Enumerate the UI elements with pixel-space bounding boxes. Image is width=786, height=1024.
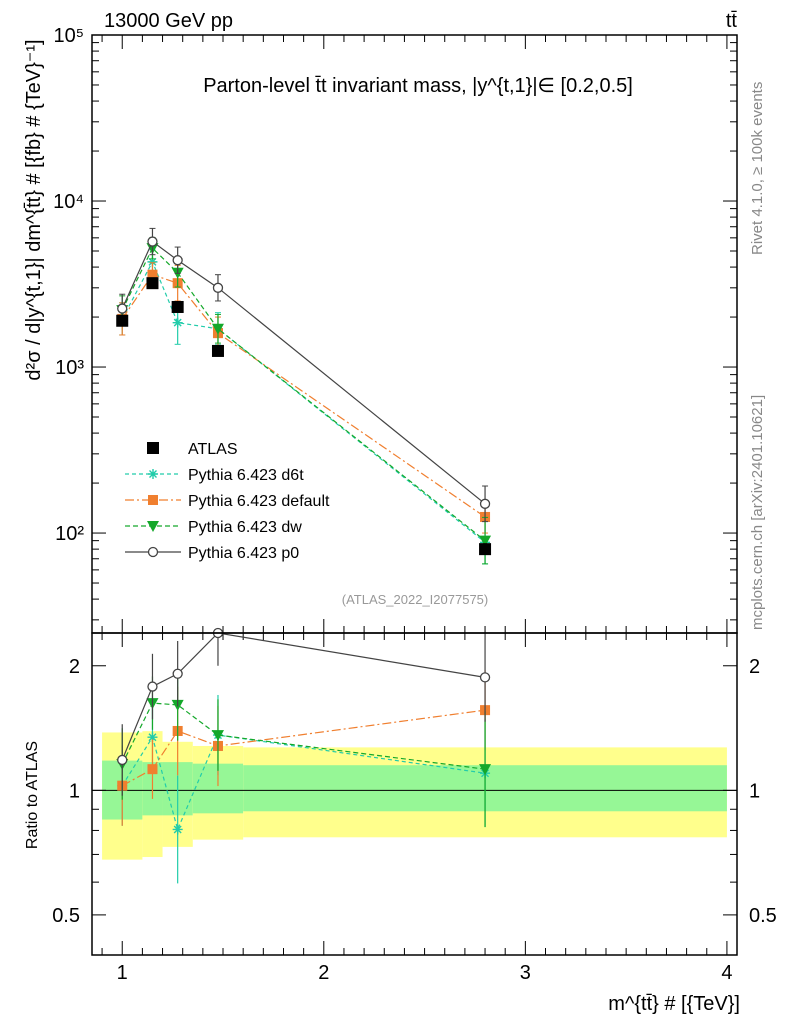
- data-point: [479, 535, 492, 547]
- ratio-tick-label-right: 2: [749, 656, 760, 678]
- y-tick-label: 10⁴: [53, 191, 84, 213]
- reference-series: [116, 277, 492, 556]
- legend-marker: [147, 521, 159, 532]
- x-tick-label: 4: [721, 962, 732, 984]
- legend-item-1: Pythia 6.423 d6t: [125, 467, 304, 484]
- ratio-plot-frame: [91, 632, 738, 956]
- rivet-label: Rivet 4.1.0, ≥ 100k events: [749, 82, 766, 255]
- ratio-point: [117, 754, 128, 766]
- x-tick-label: 3: [520, 962, 531, 984]
- ratio-point: [172, 668, 183, 679]
- legend-item-2: Pythia 6.423 default: [125, 493, 330, 510]
- legend-marker: [147, 546, 159, 558]
- y-tick-label: 10²: [55, 523, 84, 545]
- legend-label: Pythia 6.423 d6t: [188, 467, 304, 484]
- y-tick-label: 10³: [55, 357, 84, 379]
- ratio-point: [479, 672, 491, 683]
- reference-point: [171, 300, 184, 313]
- legend: ATLAS Pythia 6.423 d6t Pythia 6.423 defaul…: [125, 441, 330, 562]
- main-plot-frame: [91, 34, 738, 634]
- ratio-tick-label-right: 1: [749, 780, 760, 802]
- data-point: [147, 269, 158, 280]
- reference-point: [211, 344, 224, 357]
- legend-label: ATLAS: [188, 441, 238, 458]
- ratio-point: [172, 824, 183, 835]
- data-point: [212, 282, 224, 293]
- data-point: [147, 256, 158, 267]
- data-point: [172, 255, 183, 266]
- series-line-ratio: [121, 632, 486, 761]
- data-point: [147, 236, 158, 247]
- mcplots-label: mcplots.cern.ch [arXiv:2401.10621]: [749, 395, 766, 630]
- legend-marker: [147, 442, 159, 454]
- y-axis-title: d²σ / d|y^{t,1}| dm^{t̄t} # [{fb} # {TeV…: [23, 39, 45, 380]
- ratio-tick-label-right: 0.5: [749, 905, 777, 927]
- series-line-ratio: [121, 702, 486, 770]
- ratio-point: [147, 732, 158, 743]
- reference-point: [479, 543, 492, 556]
- ratio-tick-label: 0.5: [52, 905, 80, 927]
- ratio-point: [211, 730, 224, 742]
- legend-item-0: ATLAS: [147, 441, 238, 458]
- data-point: [172, 317, 183, 328]
- ratio-axis-title: Ratio to ATLAS: [24, 741, 41, 849]
- data-point: [211, 323, 224, 335]
- series-1: [117, 262, 491, 826]
- legend-label: Pythia 6.423 default: [188, 493, 330, 510]
- reference-point: [116, 314, 129, 327]
- x-tick-label: 2: [318, 962, 329, 984]
- series-line-ratio: [121, 734, 486, 832]
- y-tick-label: 10⁵: [53, 25, 84, 47]
- ratio-point: [479, 764, 492, 776]
- legend-marker: [148, 469, 158, 479]
- reference-point: [146, 277, 159, 290]
- legend-item-3: Pythia 6.423 dw: [125, 519, 302, 536]
- x-axis-title: m^{tt̄} # [{TeV}]: [608, 993, 740, 1015]
- series-3: [117, 227, 491, 796]
- ratio-point: [147, 681, 158, 692]
- legend-marker: [148, 495, 158, 505]
- ratio-tick-label: 2: [69, 656, 80, 678]
- reference-band-group: [102, 731, 727, 860]
- energy-label: 13000 GeV pp: [104, 10, 233, 32]
- series-line-main: [121, 260, 486, 543]
- data-point: [479, 498, 491, 509]
- legend-label: Pythia 6.423 dw: [188, 519, 302, 536]
- ratio-tick-label: 1: [69, 780, 80, 802]
- x-tick-label: 1: [117, 962, 128, 984]
- legend-label: Pythia 6.423 p0: [188, 545, 299, 562]
- legend-item-4: Pythia 6.423 p0: [125, 545, 299, 562]
- reference-label: (ATLAS_2022_I2077575): [342, 592, 488, 607]
- axis-group: 10² 10³ 10⁴ 10⁵ 0.5 0.5 1 1 2 2 1 2 3 4: [52, 25, 777, 984]
- plot-title: Parton-level t̄t invariant mass, |y^{t,1…: [203, 75, 633, 97]
- data-point: [117, 303, 128, 314]
- process-label: tt̄: [726, 10, 738, 32]
- ratio-point: [147, 764, 158, 775]
- series-group: [116, 227, 492, 884]
